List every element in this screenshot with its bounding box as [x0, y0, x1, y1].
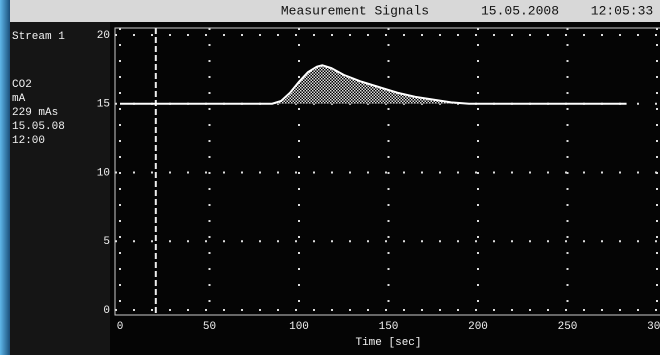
sidebar: [10, 22, 110, 355]
header-title: Measurement Signals: [281, 3, 429, 18]
header-time: 12:05:33: [591, 3, 653, 18]
bezel: [0, 0, 10, 355]
x-tick-label: 200: [468, 321, 488, 333]
stream-label: Stream 1: [12, 31, 65, 43]
y-tick-label: 15: [97, 99, 110, 111]
x-tick-label: 100: [289, 321, 309, 333]
y-tick-label: 0: [103, 305, 110, 317]
plot: 05101520050100150200250300Time [sec]: [97, 28, 660, 349]
sidebar-line: 12:00: [12, 135, 45, 147]
y-tick-label: 5: [103, 236, 110, 248]
x-tick-label: 150: [379, 321, 399, 333]
header-date: 15.05.2008: [481, 3, 559, 18]
signal-line: [120, 64, 627, 105]
sidebar-line: mA: [12, 93, 26, 105]
x-tick-label: 250: [558, 321, 578, 333]
header-bar: [10, 0, 660, 22]
sidebar-line: 15.05.08: [12, 121, 65, 133]
x-tick-label: 0: [117, 321, 124, 333]
y-tick-label: 10: [97, 167, 110, 179]
y-tick-label: 20: [97, 30, 110, 42]
sidebar-line: CO2: [12, 79, 32, 91]
x-tick-label: 50: [203, 321, 216, 333]
x-tick-label: 300: [647, 321, 660, 333]
sidebar-line: 229 mAs: [12, 107, 58, 119]
signal-fill: [120, 65, 627, 104]
x-axis-label: Time [sec]: [355, 337, 421, 349]
